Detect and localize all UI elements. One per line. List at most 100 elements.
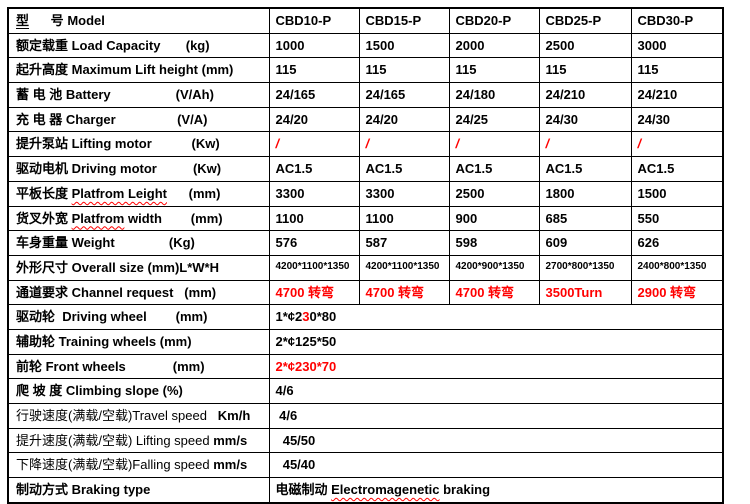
- text-segment: 前轮 Front wheels (mm): [16, 358, 205, 374]
- value-model-col5: CBD30-P: [630, 7, 724, 34]
- value-channel-request-col5: 2900 转弯: [630, 279, 724, 306]
- value-charger-col3: 24/25: [448, 106, 540, 133]
- text-segment: 2900 转弯: [637, 284, 697, 300]
- table-row-travel-speed: 行驶速度(满载/空载)Travel speed Km/h 4/6: [7, 403, 724, 429]
- value-platform-width-col5: 550: [630, 205, 724, 232]
- text-segment: 609: [545, 235, 568, 251]
- value-battery-col5: 24/210: [630, 82, 724, 108]
- row-label-platform-length: 平板长度 Platfrom Leight (mm): [7, 180, 270, 207]
- text-segment: /: [545, 136, 550, 152]
- text-segment: 4/6: [275, 408, 298, 424]
- table-row-training-wheels: 辅助轮 Training wheels (mm) 2*¢125*50: [7, 328, 724, 355]
- table-row-platform-width: 货叉外宽 Platfrom width (mm) 1100 1100 900 685 55…: [7, 205, 724, 232]
- row-label-travel-speed: 行驶速度(满载/空载)Travel speed Km/h: [7, 403, 270, 429]
- value-channel-request-col3: 4700 转弯: [448, 279, 540, 306]
- value-weight-col3: 598: [448, 230, 540, 256]
- text-segment: mm/s: [213, 457, 248, 473]
- value-load-capacity-col3: 2000: [448, 32, 540, 59]
- value-lifting-speed: 45/50: [268, 427, 724, 454]
- row-label-weight: 车身重量 Weight (Kg): [7, 230, 270, 256]
- text-segment: 45/40: [275, 457, 316, 473]
- text-segment: 3300: [365, 185, 395, 201]
- text-segment: 2400*800*1350: [637, 261, 707, 273]
- value-driving-motor-col5: AC1.5: [630, 156, 724, 182]
- value-driving-wheel: 1*¢230*80: [268, 304, 724, 330]
- text-segment: Platfrom Leight: [71, 185, 167, 201]
- table-row-overall-size: 外形尺寸 Overall size (mm)L*W*H 4200*1100*135…: [7, 254, 724, 281]
- value-model-col3: CBD20-P: [448, 7, 540, 34]
- text-segment: 2*¢230*70: [275, 358, 337, 374]
- text-segment: 576: [275, 235, 298, 251]
- row-label-training-wheels: 辅助轮 Training wheels (mm): [7, 328, 270, 355]
- text-segment: 3000: [637, 37, 667, 53]
- text-segment: CBD20-P: [455, 13, 512, 29]
- text-segment: 900: [455, 210, 478, 226]
- value-overall-size-col5: 2400*800*1350: [630, 254, 724, 281]
- value-lifting-motor-col5: /: [630, 131, 724, 158]
- text-segment: 45/50: [275, 432, 316, 448]
- value-climbing-slope: 4/6: [268, 378, 724, 404]
- text-segment: 型: [16, 13, 30, 29]
- text-segment: 1*¢2: [275, 309, 303, 325]
- text-segment: 0*80: [309, 309, 337, 325]
- text-segment: 24/30: [637, 111, 671, 127]
- text-segment: 货叉外宽: [16, 210, 72, 226]
- text-segment: /: [637, 136, 642, 152]
- value-load-capacity-col5: 3000: [630, 32, 724, 59]
- value-falling-speed: 45/40: [268, 452, 724, 479]
- value-battery-col4: 24/210: [538, 82, 632, 108]
- table-row-max-lift-height: 起升高度 Maximum Lift height (mm) 115 115 115 11…: [7, 57, 724, 84]
- value-weight-col5: 626: [630, 230, 724, 256]
- text-segment: 辅助轮 Training wheels (mm): [16, 333, 192, 349]
- text-segment: 24/210: [637, 87, 678, 103]
- value-weight-col2: 587: [358, 230, 450, 256]
- text-segment: 1100: [365, 210, 394, 226]
- text-segment: 24/180: [455, 87, 496, 103]
- table-row-climbing-slope: 爬 坡 度 Climbing slope (%) 4/6: [7, 378, 724, 404]
- text-segment: 1500: [365, 37, 395, 53]
- text-segment: 驱动电机 Driving motor (Kw): [16, 161, 222, 177]
- text-segment: 1800: [545, 185, 575, 201]
- forklift-spec-table: 型 号 Model CBD10-P CBD15-P CBD20-P CBD25-P CBD…: [7, 7, 724, 504]
- value-driving-motor-col3: AC1.5: [448, 156, 540, 182]
- text-segment: mm/s: [213, 432, 248, 448]
- text-segment: 24/165: [365, 87, 406, 103]
- value-platform-length-col2: 3300: [358, 180, 450, 207]
- table-row-channel-request: 通道要求 Channel request (mm) 4700 转弯 4700 转弯 4…: [7, 279, 724, 306]
- text-segment: 额定载重 Load Capacity (kg): [16, 37, 210, 53]
- value-platform-length-col5: 1500: [630, 180, 724, 207]
- value-channel-request-col2: 4700 转弯: [358, 279, 450, 306]
- value-max-lift-height-col3: 115: [448, 57, 540, 84]
- text-segment: AC1.5: [637, 161, 675, 177]
- value-overall-size-col2: 4200*1100*1350: [358, 254, 450, 281]
- row-label-driving-motor: 驱动电机 Driving motor (Kw): [7, 156, 270, 182]
- spec-table-container: 型 号 Model CBD10-P CBD15-P CBD20-P CBD25-P CBD…: [7, 7, 724, 504]
- text-segment: 685: [545, 210, 568, 226]
- table-row-weight: 车身重量 Weight (Kg) 576 587 598 609 626: [7, 230, 724, 256]
- text-segment: 2*¢125*50: [275, 333, 337, 349]
- table-row-braking-type: 制动方式 Braking type 电磁制动 Electromagenetic b…: [7, 477, 724, 504]
- text-segment: (mm): [166, 185, 221, 201]
- value-max-lift-height-col5: 115: [630, 57, 724, 84]
- value-platform-width-col4: 685: [538, 205, 632, 232]
- value-lifting-motor-col2: /: [358, 131, 450, 158]
- value-channel-request-col4: 3500Turn: [538, 279, 632, 306]
- value-model-col2: CBD15-P: [358, 7, 450, 34]
- row-label-max-lift-height: 起升高度 Maximum Lift height (mm): [7, 57, 270, 84]
- value-driving-motor-col2: AC1.5: [358, 156, 450, 182]
- row-label-model: 型 号 Model: [7, 7, 270, 34]
- value-battery-col3: 24/180: [448, 82, 540, 108]
- text-segment: 行驶速度(满载/空载)Travel speed: [16, 408, 218, 424]
- value-max-lift-height-col4: 115: [538, 57, 632, 84]
- value-charger-col2: 24/20: [358, 106, 450, 133]
- row-label-braking-type: 制动方式 Braking type: [7, 477, 270, 504]
- table-row-driving-motor: 驱动电机 Driving motor (Kw) AC1.5 AC1.5 AC1.5 AC…: [7, 156, 724, 182]
- text-segment: 下降速度(满载/空载)Falling speed: [16, 457, 214, 473]
- text-segment: 4200*900*1350: [455, 261, 525, 273]
- text-segment: CBD10-P: [275, 13, 332, 29]
- text-segment: 4/6: [275, 383, 294, 399]
- text-segment: Model: [67, 13, 105, 29]
- text-segment: 4700 转弯: [455, 284, 515, 300]
- text-segment: 24/20: [275, 111, 309, 127]
- row-label-overall-size: 外形尺寸 Overall size (mm)L*W*H: [7, 254, 270, 281]
